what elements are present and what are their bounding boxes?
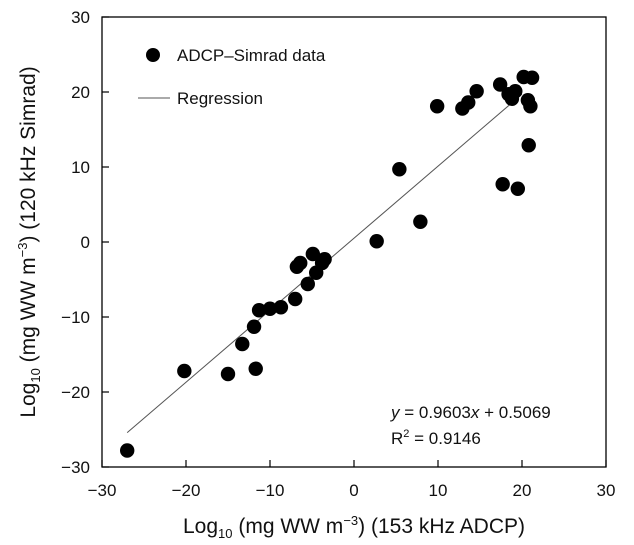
x-tick-label: −20: [172, 481, 201, 500]
data-point: [523, 99, 538, 114]
data-point: [273, 300, 289, 315]
x-tick-label: −10: [256, 481, 285, 500]
data-point: [469, 84, 484, 99]
data-point: [248, 361, 263, 376]
x-tick-label: 10: [429, 481, 448, 500]
legend: ADCP–Simrad data Regression: [138, 46, 326, 108]
y-tick-label: 0: [81, 233, 90, 252]
equation-y-var: y: [390, 403, 401, 422]
data-point: [392, 162, 407, 177]
data-point: [288, 291, 303, 307]
data-point: [235, 336, 250, 352]
x-label-main: (mg WW m: [233, 515, 344, 538]
data-point: [521, 138, 536, 153]
y-tick-label: 10: [71, 158, 90, 177]
x-tick-label: 20: [513, 481, 532, 500]
equation-intercept: + 0.5069: [479, 403, 550, 422]
data-point: [220, 366, 236, 382]
data-point: [262, 301, 278, 316]
x-label-sub: 10: [218, 526, 232, 541]
y-tick-label: 20: [71, 83, 90, 102]
y-tick-label: −10: [61, 308, 90, 327]
y-label-main: (mg WW m: [17, 257, 40, 368]
data-point: [492, 77, 508, 92]
data-point: [251, 303, 267, 318]
data-point: [495, 177, 510, 192]
x-label-suffix: ) (153 kHz ADCP): [358, 515, 525, 538]
data-point: [177, 363, 192, 379]
x-tick-label: 0: [349, 481, 358, 500]
data-point: [508, 84, 523, 99]
r-squared-base: R: [391, 429, 403, 448]
y-label-suffix: ) (120 kHz Simrad): [17, 66, 40, 242]
y-axis-label: Log10 (mg WW m−3) (120 kHz Simrad): [15, 66, 43, 417]
legend-marker-data: [146, 48, 160, 62]
data-point: [300, 276, 315, 292]
x-axis-label: Log10 (mg WW m−3) (153 kHz ADCP): [183, 513, 525, 541]
data-point: [510, 181, 525, 196]
legend-label-regression: Regression: [177, 89, 263, 108]
r-squared: R2 = 0.9146: [391, 428, 481, 448]
data-point: [317, 252, 332, 267]
data-point: [413, 214, 428, 229]
y-label-sub: 10: [28, 368, 43, 382]
legend-label-data: ADCP–Simrad data: [177, 46, 326, 65]
data-points: [120, 69, 540, 458]
data-point: [246, 319, 262, 334]
x-tick-label: 30: [597, 481, 616, 500]
equation-slope: = 0.9603: [400, 403, 471, 422]
data-point: [369, 234, 384, 249]
y-tick-label: −30: [61, 458, 90, 477]
y-label-prefix: Log: [17, 383, 40, 418]
data-point: [524, 70, 540, 85]
data-point: [305, 246, 321, 262]
data-point: [120, 443, 135, 458]
r-squared-sup: 2: [403, 428, 409, 440]
data-point: [293, 255, 308, 271]
x-label-prefix: Log: [183, 515, 218, 538]
x-tick-label: −30: [88, 481, 117, 500]
y-label-sup: −3: [15, 243, 30, 258]
axis-ticks: −30 −20 −10 0 10 20 30 −30 −20 −10 0 10 20 30: [61, 8, 615, 500]
regression-equation: y = 0.9603x + 0.5069: [390, 403, 551, 422]
y-tick-label: −20: [61, 383, 90, 402]
equation-x-var: x: [470, 403, 480, 422]
y-tick-label: 30: [71, 8, 90, 27]
r-squared-value: = 0.9146: [409, 429, 480, 448]
x-label-sup: −3: [343, 513, 358, 528]
data-point: [429, 99, 445, 114]
data-point: [461, 95, 476, 110]
regression-annotation: y = 0.9603x + 0.5069 R2 = 0.9146: [390, 403, 551, 448]
